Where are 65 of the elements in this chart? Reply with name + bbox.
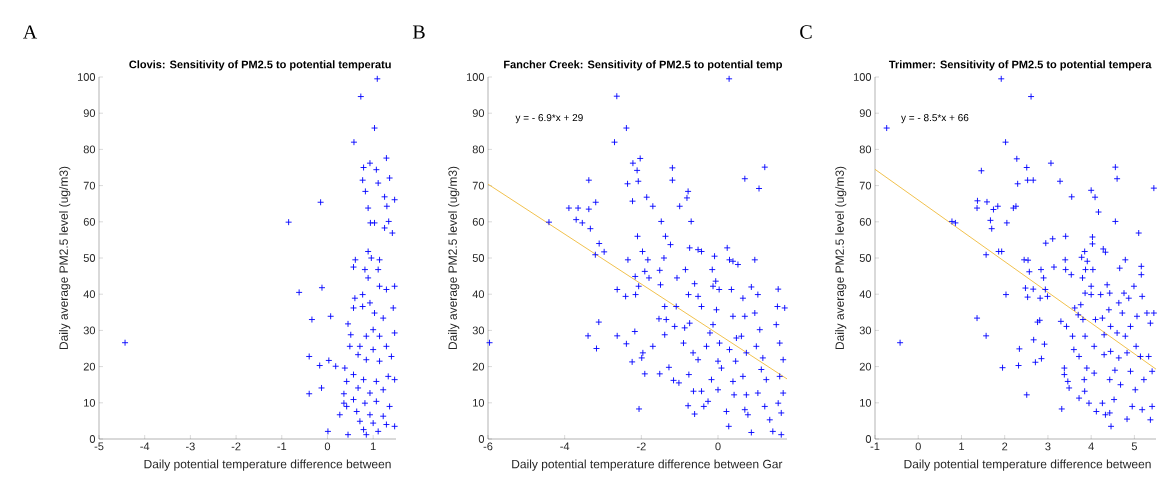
x-tick-label: 3 (1045, 442, 1051, 451)
y-tick-label: 0 (478, 435, 485, 443)
x-axis-title: Daily potential temperature difference between Gar (512, 459, 783, 471)
y-tick-label: 40 (472, 290, 485, 299)
y-tick-label: 70 (472, 181, 485, 190)
chart-title: Fancher Creek: Sensitivity of PM2.5 to potential temp (504, 60, 783, 71)
x-tick-label: -2 (636, 442, 646, 451)
y-tick-label: 80 (859, 145, 872, 154)
x-tick-label: 5 (1131, 442, 1137, 451)
y-tick-label: 20 (83, 362, 96, 371)
y-tick-label: 100 (853, 73, 872, 81)
y-tick-label: 90 (472, 109, 485, 118)
x-axis-title: Daily potential temperature difference between (144, 459, 391, 471)
x-tick-label: -3 (185, 442, 195, 451)
chart-title: Clovis: Sensitivity of PM2.5 to potential temperatu (129, 60, 391, 71)
text: B (412, 25, 425, 39)
y-tick-label: 50 (83, 254, 96, 262)
y-tick-label: 100 (466, 73, 485, 81)
y-tick-label: 10 (473, 398, 485, 407)
x-tick-label: -2 (231, 442, 241, 451)
y-tick-label: 60 (472, 217, 485, 226)
x-tick-label: -1 (870, 442, 880, 451)
y-tick-label: 90 (859, 109, 872, 118)
x-tick-label: 1 (959, 442, 964, 451)
y-axis-title: Daily average PM2.5 level (ug/m3) (59, 166, 71, 350)
x-tick-label: -4 (560, 442, 570, 451)
x-tick-label: 4 (1088, 442, 1094, 451)
y-tick-label: 40 (859, 290, 872, 299)
x-tick-label: -1 (277, 442, 287, 451)
text: C (800, 25, 812, 39)
x-tick-label: -6 (483, 442, 493, 451)
y-tick-label: 50 (859, 254, 872, 262)
y-tick-label: 30 (472, 326, 485, 335)
x-tick-label: 0 (715, 442, 721, 451)
y-tick-label: 90 (83, 109, 96, 118)
x-axis-title: Daily potential temperature difference between (904, 459, 1151, 471)
x-tick-label: 0 (324, 442, 331, 451)
y-tick-label: 10 (860, 398, 872, 407)
y-tick-label: 60 (83, 217, 96, 226)
y-tick-label: 10 (84, 398, 96, 407)
annotation: y = - 6.9*x + 29 (515, 114, 583, 124)
x-tick-label: 0 (915, 442, 921, 451)
y-tick-label: 0 (89, 435, 96, 443)
y-tick-label: 80 (83, 145, 96, 154)
y-tick-label: 30 (83, 326, 96, 335)
y-tick-label: 70 (859, 181, 872, 190)
y-tick-label: 80 (472, 145, 485, 154)
y-axis-title: Daily average PM2.5 level (ug/m3) (835, 166, 847, 350)
x-tick-label: -5 (94, 442, 104, 451)
y-tick-label: 70 (83, 181, 96, 190)
y-tick-label: 50 (472, 254, 485, 262)
text: A (22, 25, 38, 39)
y-tick-label: 0 (865, 435, 872, 443)
x-tick-label: 2 (1002, 442, 1008, 451)
y-tick-label: 60 (859, 217, 872, 226)
y-tick-label: 20 (859, 362, 872, 371)
chart-title: Trimmer: Sensitivity of PM2.5 to potential tempera (888, 60, 1152, 71)
x-tick-label: 1 (370, 442, 376, 451)
x-tick-label: -4 (140, 442, 150, 451)
y-tick-label: 40 (83, 290, 96, 299)
y-tick-label: 30 (859, 326, 872, 335)
annotation: y = - 8.5*x + 66 (901, 114, 969, 124)
y-axis-title: Daily average PM2.5 level (ug/m3) (448, 166, 460, 350)
y-tick-label: 100 (77, 73, 96, 81)
y-tick-label: 20 (472, 362, 485, 371)
